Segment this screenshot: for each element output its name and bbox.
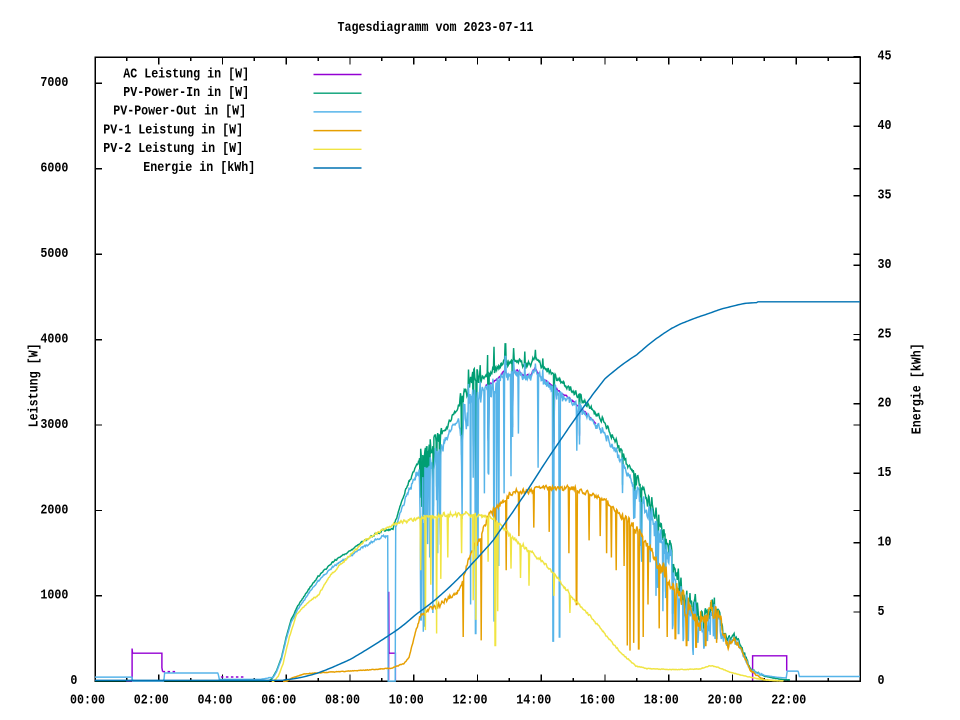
svg-text:6000: 6000 bbox=[40, 160, 68, 176]
svg-text:0: 0 bbox=[878, 673, 885, 689]
svg-text:0: 0 bbox=[70, 673, 77, 689]
svg-text:04:00: 04:00 bbox=[198, 693, 233, 709]
svg-text:45: 45 bbox=[878, 49, 892, 65]
svg-text:10: 10 bbox=[878, 534, 892, 550]
svg-text:5000: 5000 bbox=[40, 246, 68, 262]
svg-text:40: 40 bbox=[878, 118, 892, 134]
svg-text:5: 5 bbox=[878, 604, 885, 620]
svg-text:18:00: 18:00 bbox=[644, 693, 679, 709]
svg-text:25: 25 bbox=[878, 326, 892, 342]
svg-text:35: 35 bbox=[878, 187, 892, 203]
svg-text:PV-2 Leistung in [W]: PV-2 Leistung in [W] bbox=[103, 141, 243, 157]
svg-text:Energie in [kWh]: Energie in [kWh] bbox=[143, 160, 255, 176]
svg-text:2000: 2000 bbox=[40, 502, 68, 518]
svg-text:20:00: 20:00 bbox=[708, 693, 743, 709]
svg-text:22:00: 22:00 bbox=[771, 693, 806, 709]
svg-text:7000: 7000 bbox=[40, 75, 68, 91]
svg-text:3000: 3000 bbox=[40, 417, 68, 433]
svg-text:AC Leistung in [W]: AC Leistung in [W] bbox=[123, 66, 249, 82]
svg-text:06:00: 06:00 bbox=[261, 693, 296, 709]
svg-text:15: 15 bbox=[878, 465, 892, 481]
svg-text:Leistung [W]: Leistung [W] bbox=[27, 343, 43, 427]
svg-text:16:00: 16:00 bbox=[580, 693, 615, 709]
svg-text:12:00: 12:00 bbox=[453, 693, 488, 709]
svg-text:10:00: 10:00 bbox=[389, 693, 424, 709]
svg-text:20: 20 bbox=[878, 396, 892, 412]
svg-text:4000: 4000 bbox=[40, 331, 68, 347]
svg-text:02:00: 02:00 bbox=[134, 693, 169, 709]
svg-text:PV-Power-In in [W]: PV-Power-In in [W] bbox=[123, 85, 249, 101]
svg-text:PV-Power-Out in [W]: PV-Power-Out in [W] bbox=[113, 104, 246, 120]
svg-text:PV-1 Leistung in [W]: PV-1 Leistung in [W] bbox=[103, 122, 243, 138]
svg-text:30: 30 bbox=[878, 257, 892, 273]
svg-text:1000: 1000 bbox=[40, 588, 68, 604]
svg-text:Energie [kWh]: Energie [kWh] bbox=[910, 343, 926, 434]
svg-text:08:00: 08:00 bbox=[325, 693, 360, 709]
svg-text:Tagesdiagramm vom 2023-07-11: Tagesdiagramm vom 2023-07-11 bbox=[338, 20, 534, 36]
svg-text:00:00: 00:00 bbox=[70, 693, 105, 709]
svg-text:14:00: 14:00 bbox=[516, 693, 551, 709]
